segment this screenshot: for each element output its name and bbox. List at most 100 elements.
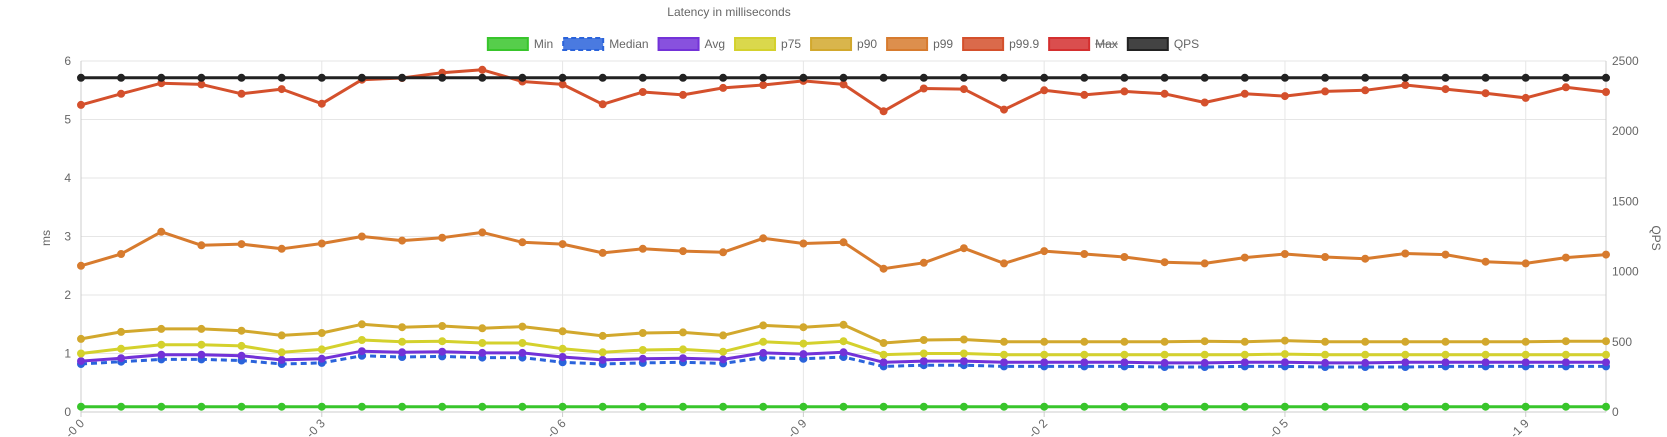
data-point-qps[interactable] [77, 73, 85, 82]
data-point-p75[interactable] [1120, 350, 1129, 359]
data-point-avg[interactable] [1040, 358, 1049, 367]
data-point-avg[interactable] [919, 357, 928, 366]
data-point-p75[interactable] [398, 337, 407, 346]
data-point-avg[interactable] [759, 348, 768, 357]
data-point-qps[interactable] [478, 73, 487, 82]
data-point-p99[interactable] [277, 244, 286, 253]
data-point-avg[interactable] [117, 354, 126, 363]
data-point-avg[interactable] [1441, 358, 1450, 367]
data-point-p90[interactable] [197, 324, 206, 333]
data-point-p75[interactable] [919, 349, 928, 358]
data-point-p75[interactable] [1040, 350, 1049, 359]
data-point-p99-9[interactable] [478, 65, 487, 74]
data-point-avg[interactable] [197, 350, 206, 359]
data-point-avg[interactable] [879, 358, 888, 367]
data-point-p90[interactable] [919, 336, 928, 344]
data-point-min[interactable] [157, 402, 166, 411]
data-point-p99[interactable] [197, 241, 206, 250]
data-point-p99-9[interactable] [1521, 93, 1530, 102]
data-point-qps[interactable] [1321, 73, 1330, 82]
data-point-p99-9[interactable] [1120, 87, 1129, 96]
data-point-p90[interactable] [77, 334, 85, 343]
data-point-qps[interactable] [438, 73, 447, 82]
data-point-p99-9[interactable] [277, 85, 286, 94]
data-point-p90[interactable] [117, 327, 126, 336]
data-point-p99[interactable] [317, 239, 326, 248]
data-point-avg[interactable] [1321, 358, 1330, 367]
data-point-p90[interactable] [759, 321, 768, 330]
data-point-p99-9[interactable] [1160, 89, 1169, 98]
data-point-p99-9[interactable] [197, 80, 206, 89]
data-point-qps[interactable] [1200, 73, 1209, 82]
data-point-p99[interactable] [1561, 253, 1570, 262]
data-point-qps[interactable] [1160, 73, 1169, 82]
data-point-avg[interactable] [157, 350, 166, 359]
legend-item-p75[interactable]: p75 [734, 37, 801, 51]
data-point-avg[interactable] [1361, 358, 1370, 367]
data-point-p99[interactable] [1280, 250, 1289, 258]
data-point-min[interactable] [438, 402, 447, 411]
data-point-p99[interactable] [518, 238, 527, 247]
data-point-avg[interactable] [598, 355, 607, 364]
data-point-min[interactable] [197, 402, 206, 411]
data-point-p99[interactable] [1521, 259, 1530, 268]
data-point-p99[interactable] [1240, 253, 1249, 262]
data-point-avg[interactable] [478, 348, 487, 357]
legend-item-p99-9[interactable]: p99.9 [962, 37, 1039, 51]
data-point-p75[interactable] [679, 345, 687, 354]
data-point-qps[interactable] [1120, 73, 1129, 82]
legend-item-max[interactable]: Max [1048, 37, 1118, 51]
data-point-p90[interactable] [357, 320, 366, 329]
data-point-min[interactable] [839, 402, 848, 411]
data-point-qps[interactable] [1280, 73, 1289, 82]
data-point-p99-9[interactable] [237, 89, 246, 98]
data-point-p99[interactable] [719, 248, 728, 257]
data-point-qps[interactable] [1040, 73, 1049, 82]
data-point-avg[interactable] [77, 357, 85, 366]
data-point-p99-9[interactable] [1401, 81, 1410, 89]
data-point-min[interactable] [77, 402, 85, 411]
data-point-min[interactable] [638, 402, 647, 411]
data-point-p75[interactable] [759, 337, 768, 346]
data-point-avg[interactable] [1000, 358, 1008, 367]
data-point-p99-9[interactable] [1481, 89, 1490, 98]
data-point-p99[interactable] [1361, 254, 1370, 263]
data-point-qps[interactable] [1521, 73, 1530, 82]
legend-item-avg[interactable]: Avg [657, 37, 725, 51]
data-point-avg[interactable] [237, 351, 246, 360]
data-point-p99-9[interactable] [1000, 105, 1008, 114]
data-point-min[interactable] [357, 402, 366, 411]
data-point-p99-9[interactable] [759, 81, 768, 89]
data-point-min[interactable] [237, 402, 246, 411]
data-point-avg[interactable] [1120, 358, 1129, 367]
data-point-avg[interactable] [1240, 358, 1249, 367]
data-point-p90[interactable] [1120, 337, 1129, 346]
data-point-min[interactable] [1602, 402, 1610, 411]
data-point-min[interactable] [1120, 402, 1129, 411]
data-point-avg[interactable] [839, 348, 848, 357]
data-point-p75[interactable] [1481, 350, 1490, 359]
data-point-p75[interactable] [1361, 350, 1370, 359]
data-point-qps[interactable] [638, 73, 647, 82]
data-point-p90[interactable] [598, 331, 607, 340]
data-point-p90[interactable] [1000, 337, 1008, 346]
data-point-qps[interactable] [317, 73, 326, 82]
data-point-qps[interactable] [959, 73, 968, 82]
data-point-min[interactable] [1000, 402, 1008, 411]
data-point-p75[interactable] [1080, 350, 1089, 359]
data-point-p75[interactable] [317, 345, 326, 354]
data-point-p99[interactable] [1481, 257, 1490, 266]
data-point-avg[interactable] [959, 357, 968, 366]
data-point-min[interactable] [759, 402, 768, 411]
data-point-p99[interactable] [357, 232, 366, 241]
data-point-min[interactable] [1441, 402, 1450, 411]
data-point-avg[interactable] [398, 348, 407, 357]
data-point-p90[interactable] [277, 331, 286, 340]
data-point-qps[interactable] [919, 73, 928, 82]
data-point-p75[interactable] [719, 347, 728, 356]
data-point-min[interactable] [1240, 402, 1249, 411]
data-point-qps[interactable] [759, 73, 768, 82]
data-point-p75[interactable] [1280, 350, 1289, 359]
data-point-qps[interactable] [1441, 73, 1450, 82]
data-point-avg[interactable] [638, 354, 647, 363]
